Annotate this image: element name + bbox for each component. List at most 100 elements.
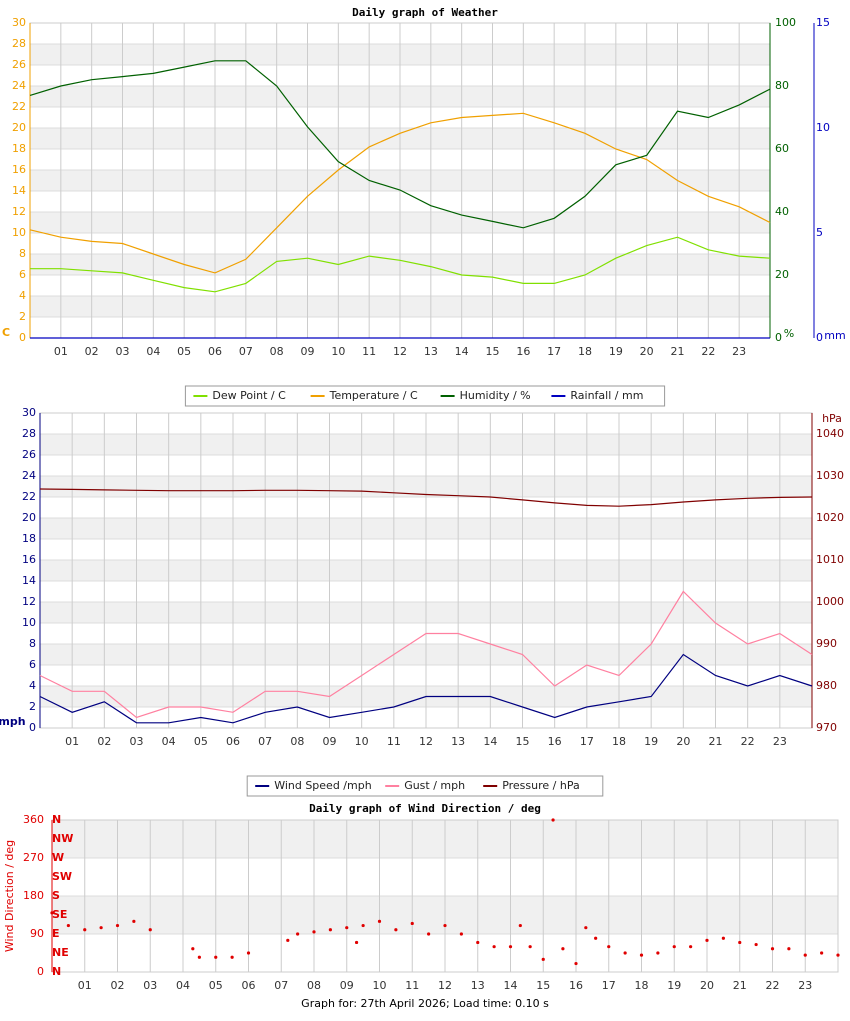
data-point (312, 930, 316, 934)
data-point (738, 940, 742, 945)
data-point (459, 932, 463, 936)
x-tick-label: 05 (194, 735, 208, 748)
y-tick-label: 12 (12, 205, 26, 218)
chart-title: Daily graph of Weather (352, 6, 498, 19)
data-point (83, 928, 87, 932)
y-tick-label: 15 (816, 16, 830, 29)
y-tick-label: 2 (29, 700, 36, 713)
x-tick-label: 22 (701, 345, 715, 358)
data-point (361, 923, 365, 928)
x-tick-label: 11 (405, 979, 419, 992)
x-tick-label: 05 (177, 345, 191, 358)
y-tick-label: 22 (12, 100, 26, 113)
y-tick-label: 1010 (816, 553, 844, 566)
legend-box (246, 775, 604, 797)
data-point (66, 923, 70, 928)
data-point (230, 955, 234, 959)
axis-unit: hPa (822, 412, 842, 425)
y-tick-label: 18 (22, 532, 36, 545)
y-tick-label: 8 (29, 637, 36, 650)
x-tick-label: 10 (373, 979, 387, 992)
y-tick-label: 0 (29, 721, 36, 734)
y-tick-label: 80 (775, 79, 789, 92)
data-point (476, 940, 480, 945)
chart-title: Daily graph of Wind Direction / deg (309, 802, 541, 815)
x-tick-label: 04 (176, 979, 190, 992)
x-tick-label: 09 (301, 345, 315, 358)
data-point (541, 957, 545, 961)
x-tick-label: 16 (516, 345, 530, 358)
x-tick-label: 22 (766, 979, 780, 992)
x-tick-label: 23 (798, 979, 812, 992)
data-point (594, 936, 598, 940)
y-tick-label: 970 (816, 721, 837, 734)
data-point (754, 942, 758, 947)
x-tick-label: 19 (644, 735, 658, 748)
data-point (689, 945, 693, 949)
x-tick-label: 20 (640, 345, 654, 358)
series-line (39, 488, 813, 507)
y-tick-label: 0 (19, 331, 26, 344)
x-tick-label: 16 (548, 735, 562, 748)
y-axis-title: Wind Direction / deg (3, 840, 16, 952)
y-tick-label: 980 (816, 679, 837, 692)
x-tick-label: 22 (741, 735, 755, 748)
y-tick-label: 16 (22, 553, 36, 566)
y-tick-label: 16 (12, 163, 26, 176)
y-tick-label: 0 (775, 331, 782, 344)
y-tick-label: 18 (12, 142, 26, 155)
y-tick-label: 40 (775, 205, 789, 218)
series-line (30, 236, 771, 293)
x-tick-label: 01 (78, 979, 92, 992)
x-tick-label: 15 (486, 345, 500, 358)
x-tick-label: 11 (387, 735, 401, 748)
data-point (191, 947, 195, 951)
x-tick-label: 03 (143, 979, 157, 992)
y-tick-label: 20 (12, 121, 26, 134)
y-tick-label: 30 (12, 16, 26, 29)
data-point (197, 955, 201, 959)
y-tick-label: 90 (30, 927, 44, 940)
x-tick-label: 23 (773, 735, 787, 748)
y-tick-label: 10 (22, 616, 36, 629)
y-tick-label: 28 (12, 37, 26, 50)
y-tick-label: 0 (37, 965, 44, 978)
legend-box (184, 385, 666, 407)
x-tick-label: 04 (162, 735, 176, 748)
data-point (551, 818, 555, 822)
x-tick-label: 02 (111, 979, 125, 992)
x-tick-label: 18 (635, 979, 649, 992)
x-tick-label: 06 (208, 345, 222, 358)
y-tick-label: 270 (23, 851, 44, 864)
x-tick-label: 14 (504, 979, 518, 992)
legend-label: Humidity / % (460, 389, 531, 402)
data-point (394, 928, 398, 932)
axis-unit: mph (0, 715, 26, 728)
y-tick-label: 4 (29, 679, 36, 692)
x-tick-label: 11 (362, 345, 376, 358)
x-tick-label: 09 (323, 735, 337, 748)
y-tick-label: 28 (22, 427, 36, 440)
y-tick-label: 1030 (816, 469, 844, 482)
data-point (574, 961, 578, 966)
legend-label: Rainfall / mm (570, 389, 643, 402)
x-tick-label: 02 (85, 345, 99, 358)
y-tick-label: 26 (22, 448, 36, 461)
y-tick-label: 12 (22, 595, 36, 608)
series-line (39, 653, 813, 724)
data-point (508, 945, 513, 949)
x-tick-label: 20 (700, 979, 714, 992)
x-tick-label: 07 (258, 735, 272, 748)
data-point (132, 919, 136, 923)
x-tick-label: 21 (671, 345, 685, 358)
x-tick-label: 07 (239, 345, 253, 358)
series-line (39, 590, 813, 719)
x-tick-label: 07 (274, 979, 288, 992)
y-tick-label: 30 (22, 406, 36, 419)
data-point (836, 953, 840, 957)
data-point (639, 953, 644, 957)
x-tick-label: 21 (733, 979, 747, 992)
data-point (584, 926, 588, 930)
data-point (148, 928, 152, 932)
